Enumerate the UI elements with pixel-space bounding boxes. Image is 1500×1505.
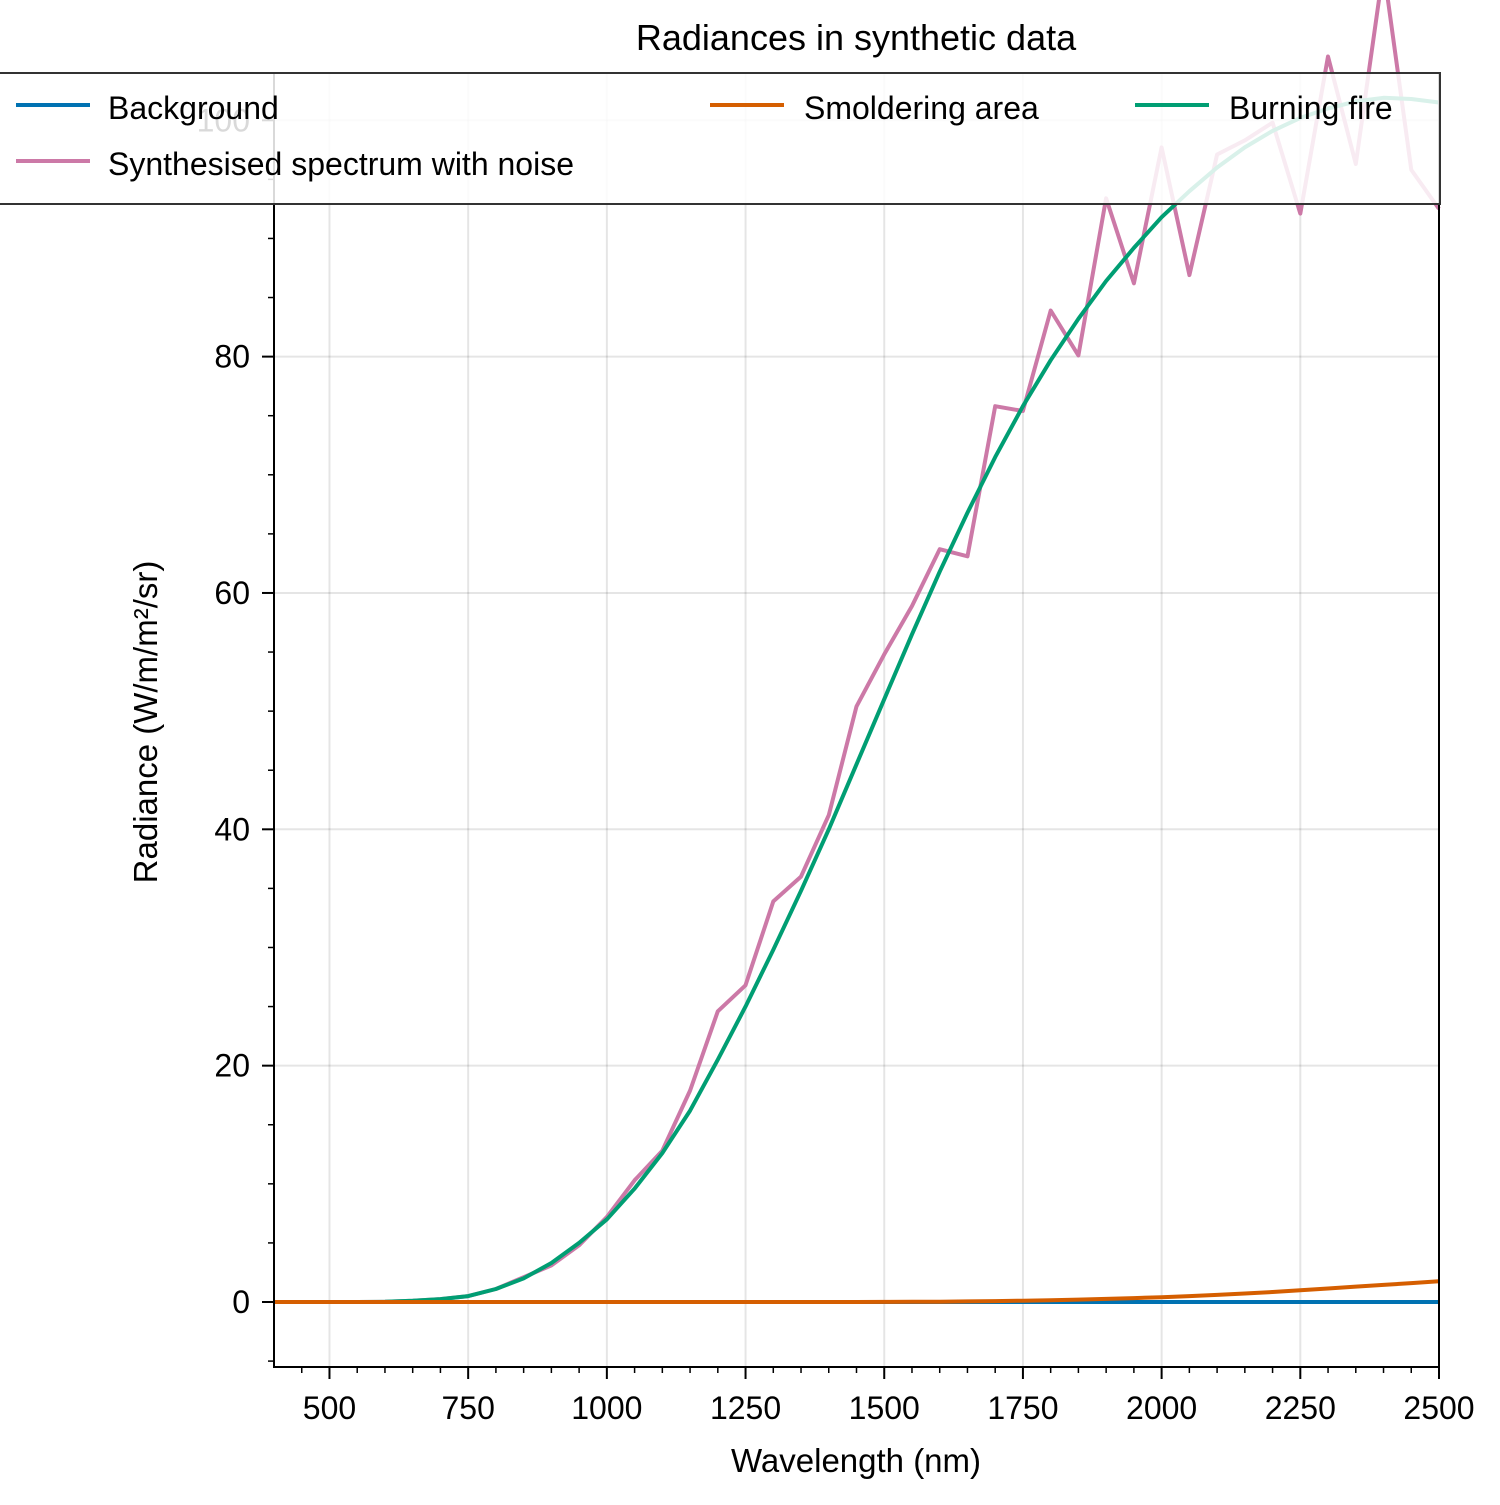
y-axis-label: Radiance (W/m/m²/sr) [127,561,164,884]
series-line-burning-fire [274,95,1440,1304]
legend: Background Smoldering area Burning fire … [0,72,1441,205]
legend-label-burning: Burning fire [1229,90,1393,126]
plot-frame [273,72,1440,1368]
grid [274,73,1440,1367]
y-tick-label: 60 [214,575,250,611]
y-tick-label: 80 [214,339,250,375]
x-axis-label: Wavelength (nm) [731,1442,981,1479]
legend-label-synthesised: Synthesised spectrum with noise [108,146,574,182]
legend-label-background: Background [108,90,279,126]
x-tick-label: 1000 [571,1390,642,1426]
legend-box [0,72,1441,205]
legend-label-smoldering: Smoldering area [804,90,1039,126]
axis-ticks: 500 750 1000 1250 1500 1750 2000 2250 2500 0 20 40 6… [197,102,1475,1426]
chart-title: Radiances in synthetic data [636,17,1077,58]
x-tick-label: 1500 [849,1390,920,1426]
series-line-smoldering-area [274,1279,1440,1304]
y-tick-label: 0 [232,1284,250,1320]
y-tick-label: 40 [214,811,250,847]
x-tick-label: 2000 [1126,1390,1197,1426]
x-tick-label: 750 [441,1390,494,1426]
y-tick-label: 20 [214,1048,250,1084]
x-tick-label: 1750 [987,1390,1058,1426]
x-tick-label: 2250 [1265,1390,1336,1426]
x-tick-label: 1250 [710,1390,781,1426]
x-tick-label: 2500 [1403,1390,1474,1426]
x-tick-label: 500 [303,1390,356,1426]
